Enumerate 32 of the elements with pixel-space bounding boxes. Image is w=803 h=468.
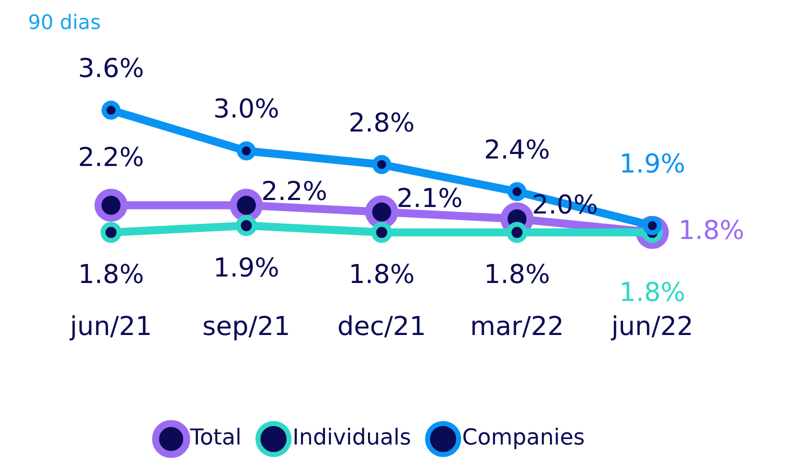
legend-label: Companies xyxy=(462,426,585,451)
x-tick-label: sep/21 xyxy=(202,312,290,342)
point xyxy=(371,222,392,243)
legend-label: Total xyxy=(189,426,242,451)
point xyxy=(102,100,121,120)
point xyxy=(94,188,128,222)
data-label: 3.6% xyxy=(78,54,144,84)
data-label: 2.8% xyxy=(348,108,415,138)
data-label: 2.1% xyxy=(396,184,463,214)
data-label: 2.4% xyxy=(484,135,550,166)
point xyxy=(236,141,256,160)
data-label: 1.8% xyxy=(678,216,744,246)
point xyxy=(506,222,528,243)
data-label: 3.0% xyxy=(213,94,280,125)
x-tick-label: jun/21 xyxy=(68,312,152,342)
point xyxy=(100,222,122,243)
data-label: 1.8% xyxy=(484,260,550,290)
point xyxy=(236,215,257,236)
data-label: 2.2% xyxy=(261,177,328,208)
point xyxy=(372,155,392,174)
x-tick-label: dec/21 xyxy=(337,312,426,342)
data-label: 1.9% xyxy=(619,149,686,180)
data-label: 1.8% xyxy=(78,260,144,290)
x-tick-label: mar/22 xyxy=(470,312,564,342)
point xyxy=(508,182,527,202)
x-tick-label: jun/22 xyxy=(610,312,694,342)
data-label: 1.8% xyxy=(619,278,686,308)
data-label: 1.8% xyxy=(348,260,415,290)
data-label: 2.2% xyxy=(78,143,144,174)
legend-label: Individuals xyxy=(292,426,412,451)
data-label: 1.9% xyxy=(213,253,280,284)
chart-subtitle: 90 dias xyxy=(28,10,101,34)
